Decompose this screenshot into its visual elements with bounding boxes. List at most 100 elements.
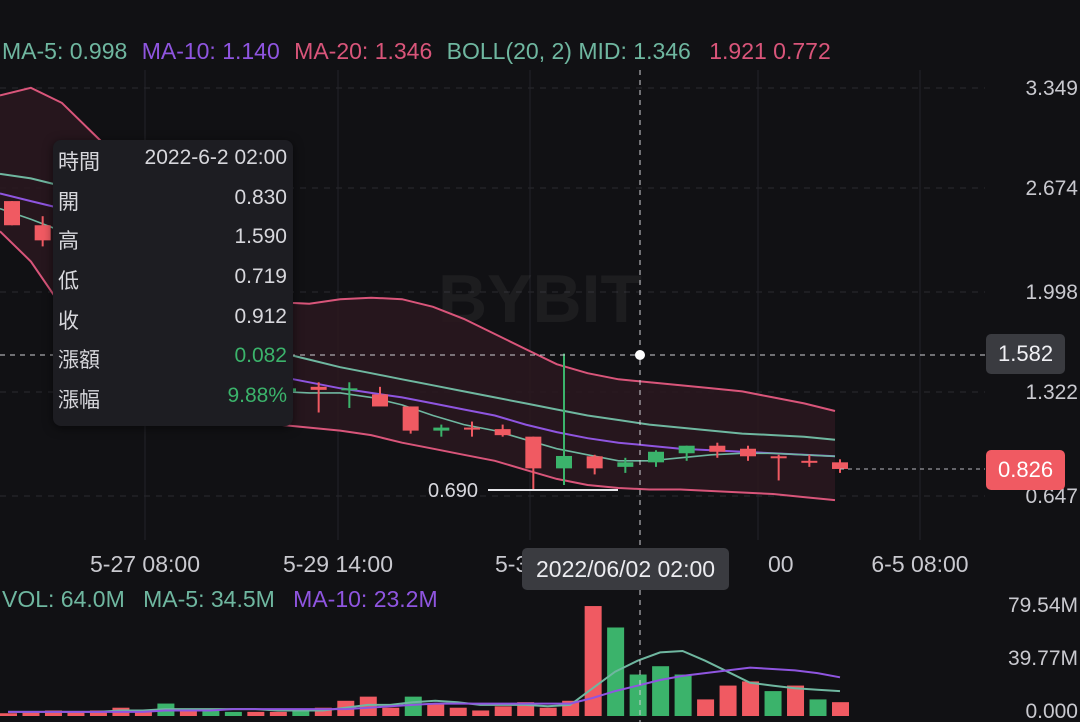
candle-body: [464, 427, 480, 430]
ma5-legend: MA-5: 0.998: [2, 38, 128, 64]
tooltip-label: 漲額: [58, 349, 100, 372]
time-tick-label: 5-27 08:00: [90, 551, 200, 577]
tooltip-label: 時間: [58, 151, 100, 174]
ma20-legend: MA-20: 1.346: [294, 38, 433, 64]
volume-legend: VOL: 64.0M MA-5: 34.5M MA-10: 23.2M: [2, 586, 438, 613]
tooltip-label: 漲幅: [58, 389, 100, 412]
candle-body: [801, 460, 818, 463]
last-price-tag: 0.826: [986, 450, 1066, 490]
volume-bars: [0, 606, 849, 716]
volume-bar: [787, 685, 805, 716]
tooltip-row-change-percent: 漲幅 9.88%: [53, 384, 293, 414]
volume-bar: [697, 699, 715, 716]
boll-legend: BOLL(20, 2) MID: 1.346: [446, 38, 691, 64]
tooltip-value: 0.719: [234, 265, 287, 288]
price-tick-label: 1.998: [1025, 281, 1078, 304]
ohlc-tooltip: 時間 2022-6-2 02:00 開 0.830 高 1.590 低 0.71…: [53, 140, 293, 426]
volume-bar: [202, 710, 220, 716]
price-tick-label: 2.674: [1025, 177, 1078, 200]
volume-tick-label: 79.54M: [1008, 594, 1078, 617]
tooltip-row-open: 開 0.830: [53, 186, 293, 216]
candle-body: [310, 386, 327, 390]
candle-body: [740, 448, 756, 457]
price-tick-label: 0.647: [1025, 485, 1078, 508]
volume-bar: [179, 709, 197, 716]
volume-bar: [832, 702, 849, 716]
candle-body: [341, 388, 358, 391]
volume-bar: [584, 606, 602, 716]
tooltip-row-low: 低 0.719: [53, 265, 293, 295]
volume-ma-lines: [8, 649, 841, 713]
volume-axis: 79.54M 39.77M 0.000: [1008, 594, 1078, 722]
candle-body: [770, 456, 787, 459]
tooltip-value: 0.082: [234, 344, 287, 367]
volume-bar: [404, 696, 422, 716]
crosshair-dot: [635, 350, 645, 360]
tooltip-label: 開: [58, 191, 79, 214]
candle-body: [617, 462, 634, 467]
ma10-legend: MA-10: 1.140: [141, 38, 280, 64]
crosshair-price-tag: 1.582: [986, 334, 1066, 374]
volume-bar: [134, 710, 152, 716]
price-tick-label: 3.349: [1025, 77, 1078, 100]
candle-body: [586, 456, 603, 469]
volume-bar: [472, 710, 490, 716]
volume-bar: [449, 707, 467, 716]
volume-bar: [0, 713, 17, 716]
volume-bar: [382, 707, 400, 716]
volume-tick-label: 0.000: [1025, 700, 1078, 722]
crosshair-time-tag: 2022/06/02 02:00: [522, 548, 730, 590]
min-price-label: 0.690: [428, 480, 478, 502]
price-axis: 3.349 2.674 1.998 1.322 0.647: [1025, 77, 1078, 508]
price-tick-label: 1.322: [1025, 381, 1078, 404]
volume-bar: [224, 711, 242, 716]
candle-body: [433, 427, 450, 431]
candle-body: [648, 451, 664, 463]
candle-body: [402, 406, 419, 431]
tooltip-label: 高: [58, 230, 79, 253]
volume-bar: [314, 707, 332, 716]
boll-bands-legend: 1.921 0.772: [709, 38, 831, 64]
volume-bar: [89, 710, 107, 716]
tooltip-label: 收: [58, 310, 79, 333]
volume-bar: [764, 691, 782, 716]
tooltip-value: 0.830: [234, 186, 287, 209]
candle-body: [709, 445, 726, 452]
candle-body: [832, 462, 848, 469]
candle-body: [372, 394, 388, 407]
volume-bar: [44, 710, 62, 716]
volume-bar: [652, 666, 670, 716]
candle-body: [34, 225, 51, 241]
candle-body: [525, 436, 542, 469]
vol-ma10-legend: MA-10: 23.2M: [293, 586, 438, 612]
volume-ma10-line: [8, 666, 841, 713]
volume-bar: [629, 674, 647, 716]
min-price-marker: 0.690: [428, 480, 618, 502]
time-tick-label: 00: [768, 551, 794, 577]
tooltip-value: 9.88%: [227, 384, 287, 407]
volume-bar: [67, 711, 85, 716]
vol-legend: VOL: 64.0M: [2, 586, 125, 612]
tooltip-row-time: 時間 2022-6-2 02:00: [53, 146, 293, 176]
volume-bar: [359, 696, 377, 716]
candle-body: [678, 445, 695, 454]
volume-bar: [247, 711, 265, 716]
vol-ma5-legend: MA-5: 34.5M: [143, 586, 275, 612]
tooltip-label: 低: [58, 270, 79, 293]
tooltip-value: 2022-6-2 02:00: [144, 146, 287, 169]
time-tick-label: 6-5 08:00: [871, 551, 968, 577]
volume-tick-label: 39.77M: [1008, 647, 1078, 670]
volume-bar: [269, 711, 287, 716]
candle-body: [494, 429, 511, 436]
tooltip-row-high: 高 1.590: [53, 225, 293, 255]
time-tick-label: 5-29 14:00: [283, 551, 393, 577]
volume-bar: [427, 703, 445, 716]
volume-bar: [292, 709, 310, 716]
tooltip-row-change: 漲額 0.082: [53, 344, 293, 374]
tooltip-value: 1.590: [234, 225, 287, 248]
volume-bar: [674, 674, 692, 716]
volume-ma5-line: [8, 649, 841, 713]
main-legend: MA-5: 0.998 MA-10: 1.140 MA-20: 1.346 BO…: [2, 38, 831, 65]
volume-bar: [539, 707, 557, 716]
tooltip-value: 0.912: [234, 305, 287, 328]
